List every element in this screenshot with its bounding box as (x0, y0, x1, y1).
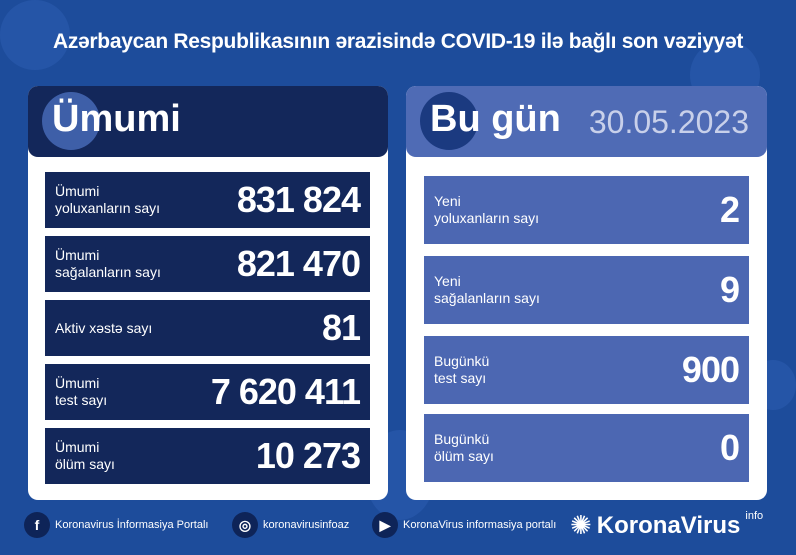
stat-label: Bugünkü ölüm sayı (434, 431, 494, 464)
today-header: Bu gün 30.05.2023 (406, 86, 767, 157)
koronavirus-logo: ✺ KoronaVirus info (570, 510, 764, 540)
virus-logo-icon: ✺ (570, 510, 592, 540)
youtube-icon: ▶ (372, 512, 398, 538)
stat-row: Ümumi ölüm sayı 10 273 (45, 428, 370, 484)
date: 30.05.2023 (588, 104, 749, 140)
stat-label: Ümumi yoluxanların sayı (55, 183, 161, 216)
today-title: Bu gün (430, 98, 561, 140)
stat-row: Yeni yoluxanların sayı 2 (424, 176, 749, 244)
stat-value: 7 620 411 (210, 371, 361, 412)
instagram-icon: ◎ (232, 512, 258, 538)
stat-value: 900 (681, 349, 740, 390)
stat-label: Yeni sağalanların sayı (434, 273, 540, 306)
stat-row: Aktiv xəstə sayı 81 (45, 300, 370, 356)
stat-row: Bugünkü ölüm sayı 0 (424, 414, 749, 482)
facebook-icon: f (24, 512, 50, 538)
virus-decoration (0, 0, 70, 70)
stat-value: 2 (719, 189, 740, 230)
total-title: Ümumi (52, 98, 181, 140)
virus-icon (420, 92, 478, 150)
stat-value: 10 273 (255, 435, 361, 476)
today-card: Bu gün 30.05.2023 Yeni yoluxanların sayı 2… (406, 86, 767, 500)
total-header: Ümumi (28, 86, 388, 157)
stat-row: Ümumi yoluxanların sayı 831 824 (45, 172, 370, 228)
instagram-link[interactable]: ◎ koronavirusinfoaz (232, 512, 349, 538)
stat-value: 81 (321, 307, 361, 348)
footer: f Koronavirus İnformasiya Portalı ◎ korona… (0, 510, 796, 544)
stat-label: Aktiv xəstə sayı (55, 319, 153, 336)
page-title: Azərbaycan Respublikasının ərazisində CO… (52, 30, 744, 53)
stat-label: Ümumi test sayı (55, 375, 108, 408)
stat-label: Ümumi sağalanların sayı (55, 247, 161, 280)
stat-value: 831 824 (236, 179, 361, 220)
stat-value: 0 (719, 427, 740, 468)
total-card: Ümumi Ümumi yoluxanların sayı 831 824 Ümumi… (28, 86, 388, 500)
stat-row: Ümumi sağalanların sayı 821 470 (45, 236, 370, 292)
stat-label: Bugünkü test sayı (434, 353, 490, 386)
stat-label: Ümumi ölüm sayı (55, 439, 115, 472)
stat-row: Bugünkü test sayı 900 (424, 336, 749, 404)
stat-label: Yeni yoluxanların sayı (434, 193, 540, 226)
stat-value: 9 (719, 269, 740, 310)
facebook-link[interactable]: f Koronavirus İnformasiya Portalı (24, 512, 208, 538)
stat-row: Ümumi test sayı 7 620 411 (45, 364, 370, 420)
youtube-link[interactable]: ▶ KoronaVirus informasiya portalı (372, 512, 556, 538)
stat-value: 821 470 (236, 243, 361, 284)
stat-row: Yeni sağalanların sayı 9 (424, 256, 749, 324)
virus-icon (42, 92, 100, 150)
